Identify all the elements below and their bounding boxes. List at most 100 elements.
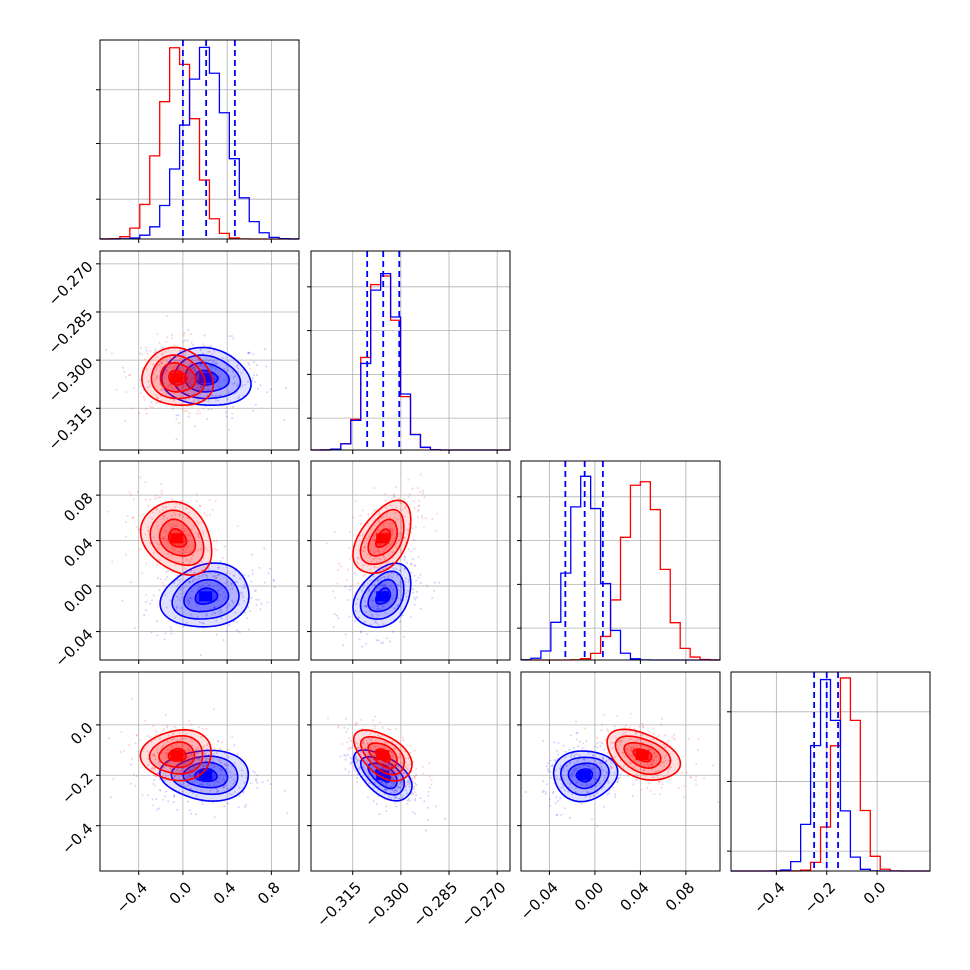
scatter-point <box>607 758 610 761</box>
scatter-point <box>382 576 385 579</box>
scatter-point <box>231 417 234 420</box>
scatter-point <box>248 352 251 354</box>
scatter-point <box>145 609 148 612</box>
scatter-point <box>406 780 409 783</box>
scatter-point <box>222 597 225 600</box>
scatter-point <box>208 584 210 587</box>
scatter-point <box>415 783 418 786</box>
scatter-point <box>653 751 656 754</box>
scatter-point <box>196 616 199 619</box>
scatter-point <box>404 789 407 792</box>
contour-blue <box>159 562 250 628</box>
scatter-point <box>388 764 390 767</box>
scatter-point <box>158 363 161 366</box>
scatter-point <box>371 728 373 731</box>
scatter-point <box>130 493 132 496</box>
scatter-point <box>187 748 190 751</box>
scatter-point <box>236 365 239 368</box>
scatter-point <box>405 577 408 580</box>
scatter-point <box>200 622 203 625</box>
scatter-point <box>186 372 189 375</box>
scatter-point <box>214 367 217 370</box>
scatter-point <box>152 754 155 757</box>
scatter-point <box>190 613 193 616</box>
scatter-point <box>107 737 110 740</box>
scatter-point <box>547 762 550 765</box>
scatter-point <box>362 740 365 742</box>
scatter-point <box>189 597 192 600</box>
scatter-point <box>186 748 188 751</box>
scatter-point <box>179 782 182 785</box>
scatter-point <box>193 766 196 769</box>
scatter-point <box>223 379 226 382</box>
scatter-point <box>657 782 660 785</box>
scatter-point <box>646 787 649 789</box>
scatter-point <box>229 776 232 779</box>
scatter-point <box>427 794 430 797</box>
scatter-point <box>383 746 386 749</box>
scatter-point <box>599 763 602 766</box>
scatter-point <box>256 364 258 367</box>
scatter-point <box>419 490 422 493</box>
scatter-point <box>382 568 385 571</box>
scatter-point <box>222 591 225 594</box>
scatter-point <box>403 556 406 559</box>
scatter-point <box>205 547 208 550</box>
scatter-point <box>207 408 210 411</box>
scatter-point <box>373 557 376 560</box>
scatter-point <box>155 508 158 511</box>
scatter-point <box>254 771 257 774</box>
scatter-point <box>233 791 236 793</box>
scatter-point <box>569 761 572 764</box>
scatter-point <box>193 578 196 581</box>
scatter-point <box>193 370 196 373</box>
scatter-point <box>193 378 196 381</box>
scatter-point <box>652 776 655 779</box>
scatter-point <box>694 778 697 781</box>
scatter-point <box>156 333 159 336</box>
scatter-point <box>585 784 588 787</box>
scatter-point <box>188 580 191 583</box>
scatter-point <box>215 394 217 397</box>
scatter-point <box>399 757 402 760</box>
scatter-point <box>188 382 191 385</box>
scatter-point <box>661 717 664 720</box>
scatter-point <box>224 762 227 765</box>
scatter-point <box>392 630 395 633</box>
scatter-point <box>601 768 604 771</box>
scatter-point <box>695 763 698 765</box>
scatter-point <box>189 550 192 553</box>
scatter-point <box>231 599 234 602</box>
scatter-point <box>189 754 192 757</box>
scatter-point <box>188 364 190 366</box>
scatter-point <box>165 606 168 609</box>
scatter-point <box>609 760 612 762</box>
scatter-point <box>150 631 153 634</box>
scatter-point <box>160 395 163 398</box>
scatter-point <box>186 410 189 413</box>
scatter-point <box>229 786 232 789</box>
scatter-point <box>194 531 197 534</box>
scatter-point <box>369 568 372 570</box>
scatter-point <box>364 605 367 608</box>
scatter-point <box>600 729 603 732</box>
scatter-point <box>219 607 222 610</box>
x-tick-label: −0.04 <box>517 878 562 923</box>
scatter-point <box>420 514 423 517</box>
scatter-point <box>574 768 577 771</box>
scatter-point <box>371 615 374 617</box>
scatter-point <box>404 761 407 764</box>
scatter-point <box>549 759 552 762</box>
scatter-point <box>592 754 595 757</box>
scatter-point <box>398 532 401 535</box>
scatter-point <box>234 375 237 378</box>
scatter-point <box>347 748 350 751</box>
scatter-point <box>222 786 225 789</box>
scatter-point <box>405 766 408 769</box>
scatter-point <box>611 766 614 769</box>
scatter-point <box>547 768 550 771</box>
scatter-point <box>191 579 194 582</box>
scatter-point <box>596 742 599 745</box>
scatter-point <box>161 746 164 749</box>
scatter-point <box>200 568 203 571</box>
